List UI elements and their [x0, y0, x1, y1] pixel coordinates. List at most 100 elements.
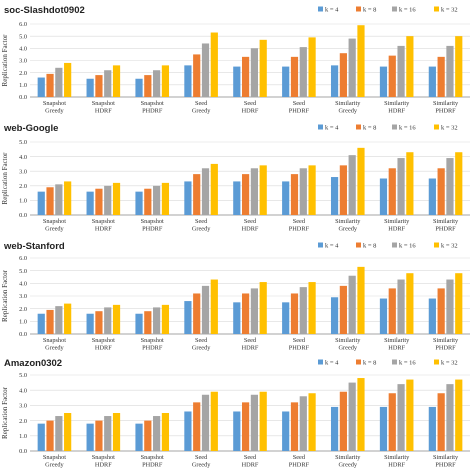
x-category-label: Seed	[244, 454, 257, 461]
legend-swatch	[318, 124, 323, 130]
bar-k16	[446, 384, 454, 451]
bar-k16	[446, 279, 454, 334]
bar-k8	[144, 420, 152, 451]
legend-label: k = 16	[399, 243, 416, 250]
x-category-sublabel: HDRF	[95, 345, 112, 352]
x-category-sublabel: Greedy	[45, 226, 64, 233]
legend-label: k = 4	[325, 243, 339, 250]
bar-k16	[397, 158, 405, 215]
bar-k8	[193, 54, 201, 97]
bar-k16	[153, 185, 161, 215]
legend-swatch	[356, 359, 361, 365]
bar-k8	[46, 420, 54, 451]
x-category-sublabel: Greedy	[45, 345, 64, 352]
bar-k4	[428, 406, 436, 451]
bar-k4	[282, 302, 290, 334]
bar-k32	[406, 152, 414, 215]
bar-k32	[455, 273, 463, 334]
legend-label: k = 32	[441, 243, 458, 250]
legend-swatch	[434, 6, 439, 12]
bar-k8	[46, 73, 54, 97]
x-category-label: Similarity	[384, 100, 410, 107]
bar-k4	[330, 297, 339, 334]
bar-k32	[210, 32, 218, 98]
bar-k32	[259, 391, 267, 451]
bar-k32	[64, 181, 72, 215]
bar-k4	[330, 406, 339, 451]
bar-k32	[455, 379, 463, 451]
bar-k8	[242, 56, 250, 97]
y-tick-label: 0.0	[19, 94, 27, 101]
bar-k8	[46, 309, 54, 334]
bar-k8	[95, 420, 103, 451]
bar-k16	[446, 158, 454, 215]
bar-k32	[161, 65, 170, 97]
bar-k4	[282, 181, 290, 215]
bar-k8	[388, 55, 396, 97]
bar-k16	[55, 306, 63, 334]
x-category-sublabel: HDRF	[95, 462, 112, 469]
bar-k32	[308, 37, 316, 97]
bar-k4	[135, 423, 143, 451]
bar-k4	[86, 313, 94, 334]
x-category-sublabel: PHDRF	[289, 345, 310, 352]
x-category-sublabel: Greedy	[192, 345, 211, 352]
x-category-label: Snapshot	[141, 337, 164, 344]
bar-k16	[153, 307, 161, 334]
bar-k8	[95, 311, 103, 334]
x-category-label: Similarity	[335, 337, 361, 344]
bar-k8	[193, 174, 201, 215]
bar-k8	[437, 393, 445, 451]
x-category-sublabel: HDRF	[95, 108, 112, 115]
x-category-label: Snapshot	[141, 454, 164, 461]
bar-k4	[428, 66, 436, 97]
x-category-sublabel: Greedy	[192, 462, 211, 469]
legend-swatch	[392, 359, 397, 365]
x-category-label: Similarity	[335, 454, 361, 461]
bar-k8	[46, 187, 54, 215]
x-category-label: Similarity	[433, 454, 459, 461]
x-category-label: Similarity	[384, 337, 410, 344]
x-category-sublabel: PHDRF	[435, 462, 456, 469]
y-tick-label: 0.0	[19, 331, 27, 338]
bar-k4	[37, 313, 45, 334]
bar-k4	[233, 302, 241, 334]
x-category-sublabel: HDRF	[388, 108, 405, 115]
bar-k4	[184, 65, 192, 97]
bar-k8	[437, 288, 445, 334]
legend-label: k = 32	[441, 360, 458, 367]
bar-k8	[339, 165, 347, 215]
bar-k32	[308, 282, 316, 334]
x-category-sublabel: Greedy	[339, 345, 358, 352]
bar-k32	[406, 379, 414, 451]
bar-k8	[339, 285, 347, 334]
y-tick-label: 1.0	[19, 319, 27, 326]
x-category-sublabel: PHDRF	[142, 226, 163, 233]
bar-k16	[55, 184, 63, 215]
bar-k32	[357, 378, 365, 451]
x-category-label: Seed	[293, 454, 306, 461]
bar-k16	[348, 382, 356, 451]
bar-k4	[379, 66, 388, 97]
bar-k32	[112, 182, 121, 215]
bar-k4	[379, 298, 388, 334]
chart-panel-2: web-Google Replication Factor 0.0 1.0 2.0 3.0…	[1, 123, 470, 233]
bar-k8	[388, 288, 396, 334]
bar-k8	[144, 75, 152, 97]
bar-k4	[86, 191, 94, 215]
bar-k32	[210, 279, 218, 334]
y-axis-label: Replication Factor	[1, 386, 9, 439]
y-tick-label: 0.0	[19, 212, 27, 219]
bar-k16	[348, 155, 356, 215]
bar-k8	[193, 293, 201, 334]
bar-k32	[308, 393, 316, 451]
bar-k16	[250, 48, 258, 97]
y-tick-label: 4.0	[19, 154, 27, 161]
x-category-sublabel: PHDRF	[289, 108, 310, 115]
y-tick-label: 3.0	[19, 168, 27, 175]
x-category-sublabel: HDRF	[242, 108, 259, 115]
x-category-label: Seed	[244, 100, 257, 107]
bar-k16	[153, 70, 161, 97]
bar-k4	[330, 177, 339, 215]
legend-swatch	[318, 359, 323, 365]
